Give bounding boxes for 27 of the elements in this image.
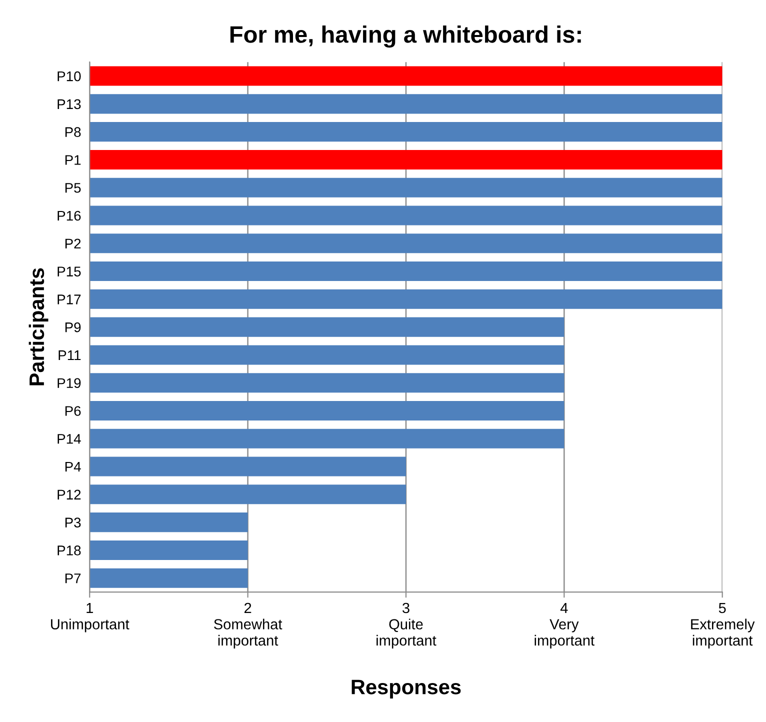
x-tick-label: 5 Extremely important: [691, 602, 755, 649]
y-tick-label: P16: [58, 210, 81, 221]
y-tick-label: P7: [65, 574, 81, 584]
y-tick-label: P8: [65, 127, 81, 137]
chart-title: For me, having a whiteboard is:: [230, 26, 581, 48]
y-tick-label: P14: [58, 434, 81, 444]
y-tick-label: P13: [58, 99, 81, 110]
x-tick-label: 2 Somewhat important: [214, 602, 282, 649]
x-axis-title: Responses: [352, 680, 461, 698]
y-tick-label: P11: [58, 350, 81, 360]
y-tick-label: P5: [65, 183, 81, 193]
y-tick-label: P12: [58, 490, 81, 500]
y-tick-label: P19: [58, 378, 81, 388]
y-tick-label: P9: [65, 322, 81, 332]
x-tick-label: 3 Quite important: [376, 602, 436, 649]
y-tick-label: P15: [58, 266, 81, 276]
y-tick-label: P18: [58, 546, 81, 556]
y-tick-label: P2: [65, 238, 81, 248]
y-tick-label: P3: [65, 518, 81, 528]
x-tick-label: 4 Very important: [534, 602, 594, 649]
y-tick-label: P10: [58, 71, 81, 82]
y-tick-label: P17: [58, 294, 81, 304]
y-tick-label: P4: [65, 462, 81, 472]
x-tick-label: 1 Unimportant: [51, 602, 130, 632]
y-tick-label: P1: [65, 155, 81, 165]
y-tick-label: P6: [65, 406, 81, 416]
y-axis-title: Participants: [28, 268, 48, 386]
